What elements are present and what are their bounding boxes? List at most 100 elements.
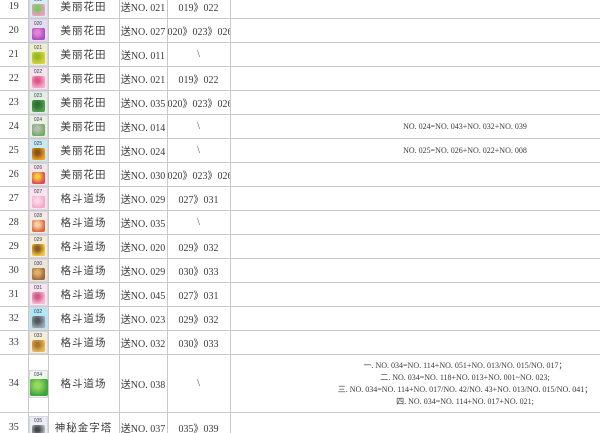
send-number: 送NO. 035 [119, 90, 168, 116]
note-line: NO. 024=NO. 043+NO. 032+NO. 039 [403, 121, 527, 131]
pet-icon-cell: 034 [28, 354, 49, 414]
row-number: 28 [0, 210, 29, 236]
row-number: 32 [0, 306, 29, 332]
pet-sprite-icon [31, 100, 45, 113]
pet-sprite-icon [31, 268, 45, 281]
send-number: 送NO. 021 [119, 66, 168, 92]
notes-cell [230, 186, 600, 212]
pet-sprite-card: 030 [28, 259, 47, 282]
area-name: 美丽花田 [48, 0, 120, 20]
pet-icon-cell: 035 [28, 412, 49, 433]
notes-cell: NO. 025=NO. 026+NO. 022+NO. 008 [230, 138, 600, 164]
table-row: 20 020 美丽花田 送NO. 027 020》023》026 [0, 18, 600, 44]
pet-number-label: 026 [33, 165, 43, 172]
pet-number-label: 020 [33, 21, 43, 28]
send-number: 送NO. 021 [119, 0, 168, 20]
pet-number-label: 030 [33, 261, 43, 268]
pet-icon-cell: 020 [28, 18, 49, 44]
evolution-chain: \ [167, 138, 231, 164]
row-number: 19 [0, 0, 29, 20]
pet-sprite-icon [31, 172, 45, 185]
note-line: 一. NO. 034=NO. 114+NO. 051+NO. 013/NO. 0… [363, 360, 567, 370]
send-number: 送NO. 027 [119, 18, 168, 44]
evolution-chain: \ [167, 354, 231, 414]
row-number: 20 [0, 18, 29, 44]
evolution-chain: 020》023》026 [167, 162, 231, 188]
row-number: 33 [0, 330, 29, 356]
area-name: 格斗道场 [48, 282, 120, 308]
pet-sprite-icon [31, 244, 45, 257]
area-name: 美丽花田 [48, 162, 120, 188]
send-number: 送NO. 045 [119, 282, 168, 308]
pet-icon-cell: 021 [28, 42, 49, 68]
pet-icon-cell: 024 [28, 114, 49, 140]
row-number: 24 [0, 114, 29, 140]
table-row: 33 033 格斗道场 送NO. 032 030》033 [0, 330, 600, 356]
pet-sprite-card: 031 [28, 283, 47, 306]
evolution-chain: 019》022 [167, 66, 231, 92]
pet-icon-cell: 029 [28, 234, 49, 260]
send-number: 送NO. 029 [119, 186, 168, 212]
table-row: 34 034 格斗道场 送NO. 038 \ 一. NO. 034=NO. 11… [0, 354, 600, 414]
pet-number-label: 024 [33, 117, 43, 124]
area-name: 格斗道场 [48, 354, 120, 414]
pet-sprite-card: 029 [28, 235, 47, 258]
row-number: 30 [0, 258, 29, 284]
send-number: 送NO. 030 [119, 162, 168, 188]
pet-number-label: 034 [33, 371, 43, 378]
pet-number-label: 033 [33, 333, 43, 340]
pet-number-label: 019 [33, 0, 43, 4]
pet-sprite-icon [31, 425, 45, 433]
notes-cell [230, 306, 600, 332]
pet-number-label: 021 [33, 45, 43, 52]
send-number: 送NO. 011 [119, 42, 168, 68]
area-name: 美丽花田 [48, 114, 120, 140]
area-name: 格斗道场 [48, 306, 120, 332]
pet-sprite-icon [31, 196, 45, 209]
pet-icon-cell: 022 [28, 66, 49, 92]
table-row: 32 032 格斗道场 送NO. 023 029》032 [0, 306, 600, 332]
notes-cell: 一. NO. 034=NO. 114+NO. 051+NO. 013/NO. 0… [230, 354, 600, 414]
send-number: 送NO. 032 [119, 330, 168, 356]
area-name: 格斗道场 [48, 330, 120, 356]
pet-icon-cell: 019 [28, 0, 49, 20]
pet-icon-cell: 026 [28, 162, 49, 188]
area-name: 格斗道场 [48, 234, 120, 260]
notes-cell [230, 258, 600, 284]
pet-sprite-card: 034 [28, 369, 47, 398]
pet-number-label: 031 [33, 285, 43, 292]
notes-cell [230, 42, 600, 68]
pet-sprite-card: 025 [28, 139, 47, 162]
pet-sprite-icon [31, 220, 45, 233]
pet-sprite-card: 032 [28, 307, 47, 330]
pet-number-label: 027 [33, 189, 43, 196]
table-row: 24 024 美丽花田 送NO. 014 \ NO. 024=NO. 043+N… [0, 114, 600, 140]
area-name: 美丽花田 [48, 18, 120, 44]
row-number: 34 [0, 354, 29, 414]
send-number: 送NO. 024 [119, 138, 168, 164]
note-line: 二. NO. 034=NO. 118+NO. 013+NO. 001~NO. 0… [380, 372, 550, 382]
pet-number-label: 032 [33, 309, 43, 316]
table-row: 21 021 美丽花田 送NO. 011 \ [0, 42, 600, 68]
area-name: 神秘金字塔 [48, 412, 120, 433]
table-row: 25 025 美丽花田 送NO. 024 \ NO. 025=NO. 026+N… [0, 138, 600, 164]
pet-sprite-icon [31, 340, 45, 353]
evolution-chain: 027》031 [167, 282, 231, 308]
notes-cell [230, 282, 600, 308]
send-number: 送NO. 035 [119, 210, 168, 236]
area-name: 格斗道场 [48, 210, 120, 236]
table-row: 29 029 格斗道场 送NO. 020 029》032 [0, 234, 600, 260]
evolution-chain: 030》033 [167, 258, 231, 284]
send-number: 送NO. 023 [119, 306, 168, 332]
row-number: 35 [0, 412, 29, 433]
evolution-chain: 035》039 [167, 412, 231, 433]
notes-cell [230, 412, 600, 433]
row-number: 21 [0, 42, 29, 68]
area-name: 格斗道场 [48, 186, 120, 212]
row-number: 29 [0, 234, 29, 260]
table-row: 27 027 格斗道场 送NO. 029 027》031 [0, 186, 600, 212]
evolution-chain: 027》031 [167, 186, 231, 212]
send-number: 送NO. 037 [119, 412, 168, 433]
table-row: 22 022 美丽花田 送NO. 021 019》022 [0, 66, 600, 92]
